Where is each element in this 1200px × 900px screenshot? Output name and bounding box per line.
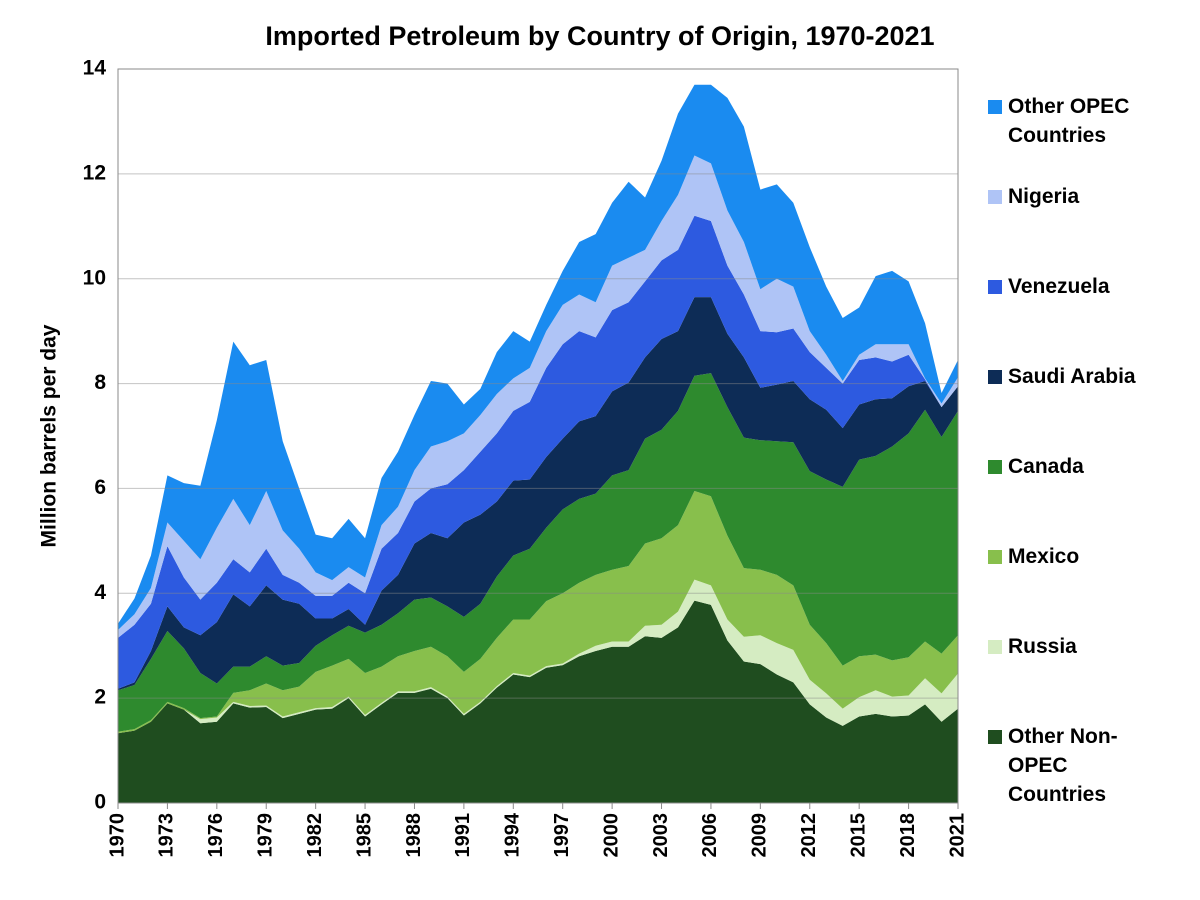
area [118, 373, 958, 732]
x-tick-label: 1970 [106, 813, 128, 858]
area [118, 84, 958, 630]
legend-swatch [988, 460, 1002, 474]
legend-label: Venezuela [1008, 275, 1110, 298]
x-tick-label: 1979 [255, 813, 277, 858]
x-tick-label: 1976 [205, 813, 227, 858]
area [118, 491, 958, 734]
y-tick-label: 8 [94, 371, 106, 394]
legend-swatch [988, 550, 1002, 564]
legend-swatch [988, 640, 1002, 654]
legend-label: Canada [1008, 455, 1084, 478]
legend-swatch [988, 280, 1002, 294]
y-tick-label: 12 [83, 161, 106, 184]
x-tick-label: 2015 [847, 813, 869, 858]
y-tick-label: 10 [83, 266, 106, 289]
x-tick-label: 2018 [897, 813, 919, 858]
x-tick-label: 1973 [156, 813, 178, 858]
legend-swatch [988, 370, 1002, 384]
x-tick-label: 1982 [304, 813, 326, 858]
legend-label: Saudi Arabia [1008, 365, 1136, 388]
x-tick-label: 1991 [452, 813, 474, 858]
x-tick-label: 2021 [946, 813, 968, 858]
x-tick-label: 1994 [502, 812, 524, 857]
area [118, 215, 958, 689]
legend-label: Other OPEC Countries [1008, 95, 1130, 147]
y-tick-label: 4 [94, 581, 106, 604]
y-tick-label: 2 [94, 686, 106, 709]
y-tick-label: 0 [94, 791, 106, 814]
legend-label: Other Non-OPEC Countries [1008, 725, 1118, 806]
x-tick-label: 2000 [600, 813, 622, 858]
x-tick-label: 1997 [551, 813, 573, 858]
area [118, 297, 958, 691]
x-tick-label: 2003 [650, 813, 672, 858]
x-tick-label: 1985 [353, 813, 375, 858]
area [118, 579, 958, 734]
legend-swatch [988, 730, 1002, 744]
plot-border [117, 68, 959, 804]
area [118, 155, 958, 638]
y-axis-label: Million barrels per day [38, 324, 61, 547]
x-tick-label: 2006 [699, 813, 721, 858]
legend-swatch [988, 100, 1002, 114]
x-tick-label: 1988 [403, 813, 425, 858]
y-tick-label: 6 [94, 476, 106, 499]
legend-label: Nigeria [1008, 185, 1080, 208]
legend-label: Russia [1008, 635, 1077, 658]
area [118, 600, 958, 803]
x-tick-label: 2009 [749, 813, 771, 858]
chart-title: Imported Petroleum by Country of Origin,… [265, 21, 934, 51]
legend-swatch [988, 190, 1002, 204]
x-tick-label: 2012 [798, 813, 820, 858]
y-tick-label: 14 [83, 57, 107, 80]
legend-label: Mexico [1008, 545, 1080, 568]
